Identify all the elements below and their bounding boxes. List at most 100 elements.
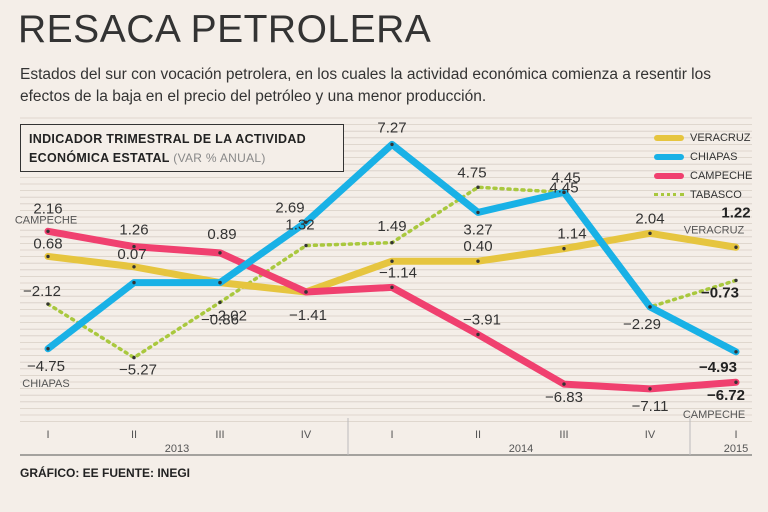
data-label: −2.12: [23, 283, 61, 300]
data-point-chiapas: [132, 280, 136, 285]
data-point-campeche: [46, 229, 50, 233]
x-tick-label: IV: [301, 429, 312, 441]
series-start-label: CHIAPAS: [22, 378, 69, 390]
chart-title-line-2: ECONÓMICA ESTATAL: [29, 151, 170, 165]
data-point-veracruz: [132, 265, 136, 269]
data-point-chiapas: [46, 347, 50, 351]
data-label: −0.86: [201, 312, 239, 329]
data-point-chiapas: [648, 305, 652, 309]
legend-item-veracruz: VERACRUZ: [654, 128, 764, 147]
legend-label-campeche: CAMPECHE: [690, 169, 753, 182]
x-tick-label: II: [131, 429, 137, 441]
legend-swatch-chiapas: [654, 153, 684, 160]
data-label: 7.27: [377, 119, 406, 136]
data-point-campeche: [562, 382, 566, 386]
data-point-tabasco: [390, 240, 394, 245]
x-year-label: 2014: [509, 443, 533, 455]
chart-legend: VERACRUZ CHIAPAS CAMPECHE TABASCO: [654, 128, 764, 204]
data-label: −6.83: [545, 389, 583, 406]
data-point-tabasco: [218, 300, 222, 305]
chart-title-box: INDICADOR TRIMESTRAL DE LA ACTIVIDAD ECO…: [20, 124, 344, 172]
x-year-label: 2015: [724, 443, 748, 455]
data-point-chiapas: [734, 350, 738, 354]
data-point-veracruz: [46, 254, 50, 259]
data-label: 1.22: [721, 204, 750, 221]
data-label: 4.45: [551, 169, 580, 186]
data-point-campeche: [476, 332, 480, 337]
data-label: −4.93: [699, 359, 737, 376]
data-point-veracruz: [390, 259, 394, 263]
x-tick-label: I: [390, 429, 393, 441]
data-label: 3.27: [463, 221, 492, 238]
legend-item-campeche: CAMPECHE: [654, 166, 764, 185]
data-point-campeche: [390, 285, 394, 290]
data-point-tabasco: [46, 302, 50, 306]
data-label: 0.89: [207, 226, 236, 243]
x-tick-label: II: [475, 429, 481, 441]
data-point-tabasco: [476, 185, 480, 189]
data-label: 0.68: [33, 235, 62, 252]
legend-label-tabasco: TABASCO: [690, 188, 742, 201]
chart-series-points: [46, 142, 738, 391]
data-label: −0.73: [701, 284, 739, 301]
page-title: RESACA PETROLERA: [18, 8, 432, 51]
data-point-chiapas: [304, 220, 308, 224]
legend-label-veracruz: VERACRUZ: [690, 131, 751, 144]
series-end-label: CAMPECHE: [683, 409, 745, 421]
data-point-veracruz: [476, 259, 480, 263]
x-tick-label: III: [215, 429, 224, 441]
data-point-chiapas: [218, 280, 222, 285]
data-label: 0.40: [463, 238, 492, 255]
chart-units: (VAR % ANUAL): [173, 151, 266, 165]
data-label: −3.91: [463, 311, 501, 328]
data-label: 2.04: [635, 210, 664, 227]
series-end-label: VERACRUZ: [684, 224, 745, 236]
chart-data-labels: 0.68 0.07 −0.86 1.49 0.40 1.14 2.04 1.22 VERACRU…: [15, 119, 751, 421]
data-point-veracruz: [562, 246, 566, 251]
data-label: 1.14: [557, 226, 586, 243]
data-label: 2.69: [275, 199, 304, 216]
data-label: 4.45: [549, 179, 578, 196]
data-label: 0.07: [117, 246, 146, 263]
data-label: 2.16: [33, 200, 62, 217]
data-label: −1.14: [379, 264, 417, 281]
data-point-tabasco: [132, 355, 136, 360]
legend-label-chiapas: CHIAPAS: [690, 150, 738, 163]
data-point-chiapas: [390, 142, 394, 147]
data-label: −2.29: [623, 316, 661, 333]
x-year-label: 2013: [165, 443, 189, 455]
legend-swatch-veracruz: [654, 134, 684, 141]
data-label: 1.26: [119, 222, 148, 239]
x-tick-label: IV: [645, 429, 656, 441]
data-point-campeche: [218, 251, 222, 255]
data-point-campeche: [132, 244, 136, 249]
data-point-veracruz: [734, 245, 738, 249]
x-tick-label: I: [46, 429, 49, 441]
data-point-chiapas: [476, 210, 480, 215]
data-point-tabasco: [304, 243, 308, 248]
legend-swatch-campeche: [654, 172, 684, 179]
data-label: −4.75: [27, 358, 65, 375]
data-point-chiapas: [562, 190, 566, 195]
legend-item-tabasco: TABASCO: [654, 185, 764, 204]
legend-swatch-tabasco: [654, 193, 684, 196]
data-point-tabasco: [734, 278, 738, 283]
data-point-campeche: [648, 387, 652, 391]
x-tick-label: III: [559, 429, 568, 441]
chart-title-line-1: INDICADOR TRIMESTRAL DE LA ACTIVIDAD: [29, 132, 306, 146]
data-label: −7.11: [632, 398, 669, 415]
data-label: 1.49: [377, 218, 406, 235]
data-label: 1.32: [285, 217, 314, 234]
data-point-campeche: [734, 380, 738, 384]
data-point-campeche: [304, 290, 308, 294]
data-label: −6.72: [707, 387, 745, 404]
page-subtitle: Estados del sur con vocación petrolera, …: [20, 66, 711, 105]
data-label: −2.02: [209, 307, 247, 324]
source-credit: GRÁFICO: EE FUENTE: INEGI: [20, 466, 191, 480]
data-label: −5.27: [119, 362, 157, 379]
data-label: −1.41: [289, 307, 327, 324]
series-start-label: CAMPECHE: [15, 214, 77, 226]
data-point-veracruz: [648, 231, 652, 236]
